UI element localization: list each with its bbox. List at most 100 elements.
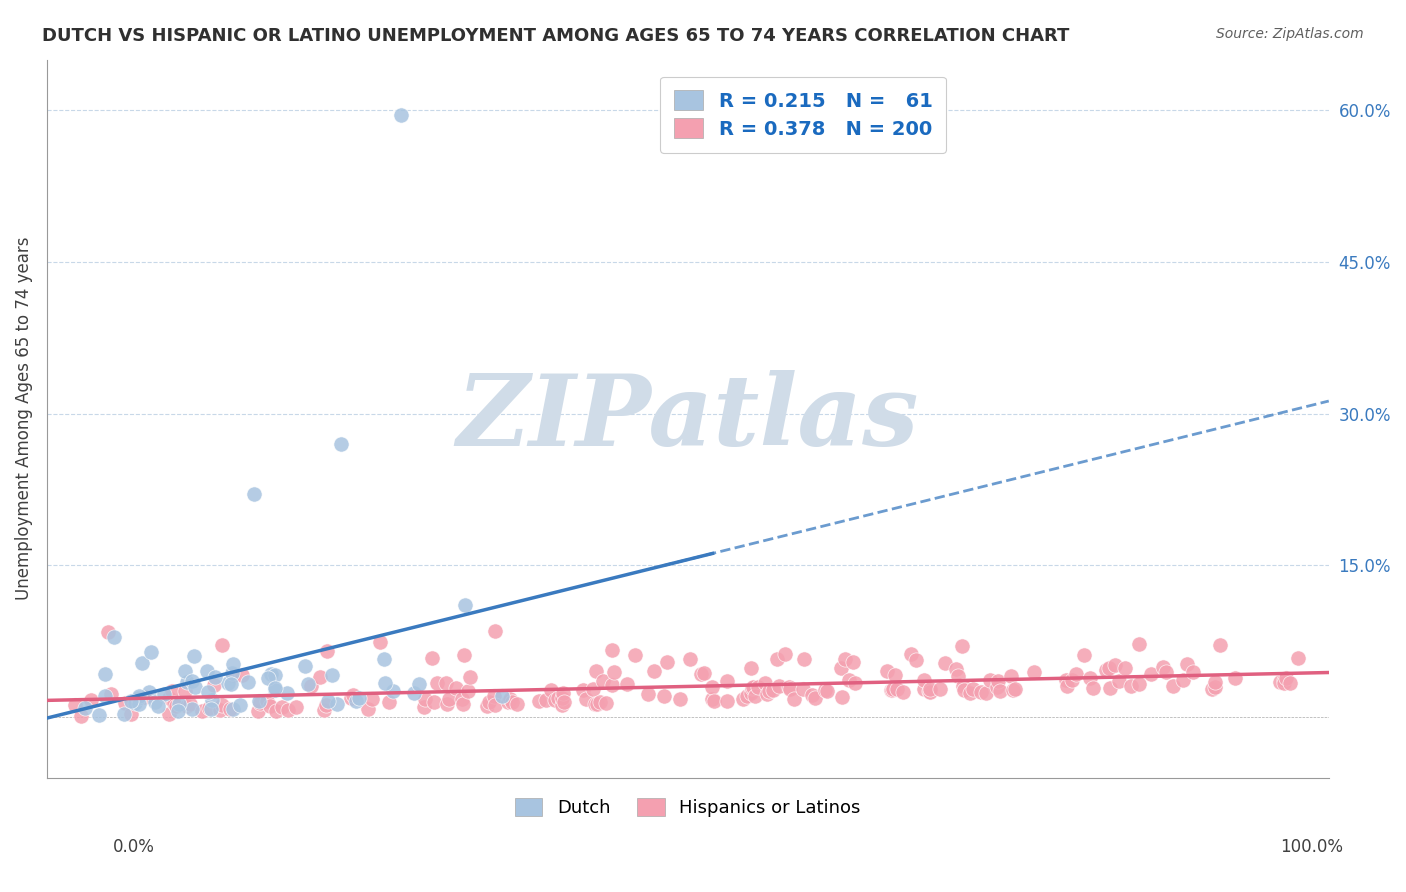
Legend: Dutch, Hispanics or Latinos: Dutch, Hispanics or Latinos [506, 789, 869, 826]
Point [134, 690, 156, 704]
Point [1161, 679, 1184, 693]
Point [962, 682, 984, 697]
Point [501, 695, 523, 709]
Point [124, 696, 146, 710]
Point [183, 648, 205, 663]
Point [197, 684, 219, 698]
Point [716, 674, 738, 689]
Point [404, 686, 426, 700]
Point [162, 683, 184, 698]
Point [740, 661, 762, 675]
Point [249, 696, 271, 710]
Point [180, 673, 202, 688]
Point [312, 703, 335, 717]
Point [285, 700, 308, 714]
Point [762, 683, 785, 698]
Point [1272, 673, 1295, 687]
Point [80, 693, 103, 707]
Point [506, 697, 529, 711]
Point [180, 702, 202, 716]
Point [360, 692, 382, 706]
Point [742, 680, 765, 694]
Point [484, 698, 506, 713]
Point [747, 680, 769, 694]
Point [1024, 665, 1046, 680]
Point [945, 662, 967, 676]
Point [1152, 660, 1174, 674]
Point [211, 698, 233, 712]
Point [153, 687, 176, 701]
Point [792, 681, 814, 696]
Point [1128, 637, 1150, 651]
Point [950, 639, 973, 653]
Point [475, 699, 498, 714]
Point [585, 664, 607, 678]
Point [191, 704, 214, 718]
Point [1104, 657, 1126, 672]
Point [217, 676, 239, 690]
Point [1209, 638, 1232, 652]
Point [900, 647, 922, 661]
Point [1201, 681, 1223, 696]
Point [814, 683, 837, 698]
Point [1270, 675, 1292, 690]
Point [496, 695, 519, 709]
Point [146, 698, 169, 713]
Point [422, 695, 444, 709]
Point [987, 674, 1010, 689]
Point [948, 669, 970, 683]
Point [201, 693, 224, 707]
Point [679, 652, 702, 666]
Point [219, 677, 242, 691]
Point [439, 691, 461, 706]
Point [1173, 673, 1195, 687]
Point [198, 700, 221, 714]
Point [1108, 674, 1130, 689]
Point [247, 693, 270, 707]
Point [200, 701, 222, 715]
Point [165, 698, 187, 713]
Point [342, 688, 364, 702]
Point [426, 676, 449, 690]
Point [97, 624, 120, 639]
Point [256, 671, 278, 685]
Point [94, 689, 117, 703]
Point [1204, 680, 1226, 694]
Point [128, 697, 150, 711]
Point [326, 698, 349, 712]
Point [553, 695, 575, 709]
Point [842, 655, 865, 669]
Point [420, 651, 443, 665]
Point [315, 698, 337, 713]
Point [979, 673, 1001, 687]
Point [551, 698, 574, 712]
Point [434, 676, 457, 690]
Point [277, 703, 299, 717]
Point [1000, 669, 1022, 683]
Point [744, 689, 766, 703]
Point [389, 108, 412, 122]
Point [740, 686, 762, 700]
Point [768, 679, 790, 693]
Point [572, 683, 595, 698]
Point [368, 634, 391, 648]
Point [451, 697, 474, 711]
Point [264, 704, 287, 718]
Point [184, 680, 207, 694]
Point [374, 676, 396, 690]
Point [756, 687, 779, 701]
Point [1095, 664, 1118, 678]
Point [378, 695, 401, 709]
Point [256, 694, 278, 708]
Point [953, 683, 976, 698]
Point [534, 692, 557, 706]
Point [986, 680, 1008, 694]
Point [87, 708, 110, 723]
Point [929, 682, 952, 697]
Point [1001, 682, 1024, 697]
Point [316, 644, 339, 658]
Point [741, 681, 763, 696]
Point [880, 683, 903, 698]
Point [783, 692, 806, 706]
Point [830, 661, 852, 675]
